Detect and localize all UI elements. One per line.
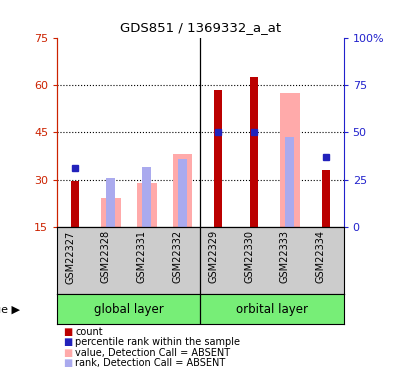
Bar xyxy=(137,183,156,227)
Bar xyxy=(286,137,294,227)
Bar xyxy=(322,170,330,227)
Text: GSM22330: GSM22330 xyxy=(244,230,254,283)
Text: GSM22328: GSM22328 xyxy=(101,230,111,284)
Bar xyxy=(250,77,258,227)
Bar xyxy=(280,93,300,227)
Text: GSM22334: GSM22334 xyxy=(316,230,326,283)
Text: ■: ■ xyxy=(63,327,72,337)
Text: global layer: global layer xyxy=(94,303,164,316)
Text: count: count xyxy=(75,327,103,337)
Bar xyxy=(178,159,187,227)
Text: rank, Detection Call = ABSENT: rank, Detection Call = ABSENT xyxy=(75,358,225,368)
Text: GSM22332: GSM22332 xyxy=(173,230,182,284)
Bar xyxy=(71,181,79,227)
Text: GSM22327: GSM22327 xyxy=(65,230,75,284)
Bar xyxy=(142,167,151,227)
Text: tissue ▶: tissue ▶ xyxy=(0,304,20,314)
Text: GSM22331: GSM22331 xyxy=(137,230,147,283)
Text: orbital layer: orbital layer xyxy=(236,303,308,316)
Text: ■: ■ xyxy=(63,348,72,358)
Title: GDS851 / 1369332_a_at: GDS851 / 1369332_a_at xyxy=(120,21,281,33)
Bar xyxy=(214,90,222,227)
Text: ■: ■ xyxy=(63,358,72,368)
Bar xyxy=(173,154,192,227)
Text: GSM22329: GSM22329 xyxy=(208,230,218,284)
Text: percentile rank within the sample: percentile rank within the sample xyxy=(75,338,240,347)
Bar xyxy=(101,198,121,227)
Bar xyxy=(107,178,115,227)
Text: ■: ■ xyxy=(63,338,72,347)
Text: value, Detection Call = ABSENT: value, Detection Call = ABSENT xyxy=(75,348,230,358)
Text: GSM22333: GSM22333 xyxy=(280,230,290,283)
